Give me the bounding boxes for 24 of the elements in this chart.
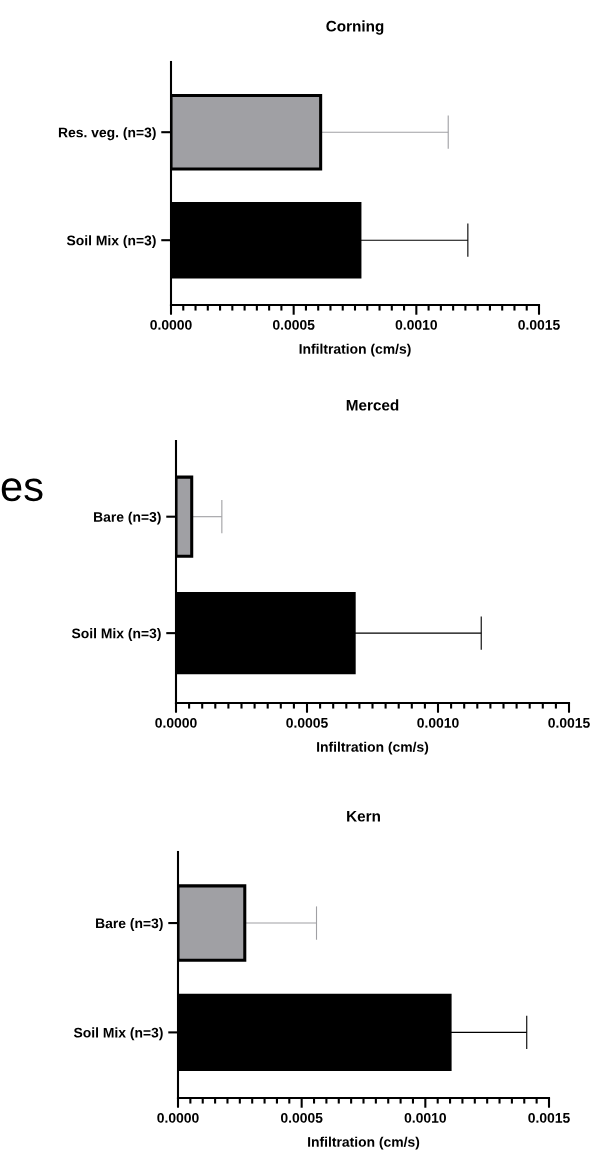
- x-tick-label: 0.0005: [286, 717, 328, 728]
- x-axis-title: Infiltration (cm/s): [299, 343, 411, 357]
- x-axis-title: Infiltration (cm/s): [308, 1136, 420, 1150]
- y-tick-label: Bare (n=3): [94, 511, 161, 525]
- x-tick-label: 0.0005: [272, 319, 315, 330]
- y-tick-label: Soil Mix (n=3): [71, 628, 161, 642]
- y-tick-label: Res. veg. (n=3): [58, 127, 156, 141]
- chart-title: Kern: [347, 810, 380, 822]
- y-tick-label: Soil Mix (n=3): [66, 235, 156, 249]
- x-tick-label: 0.0005: [280, 1112, 323, 1123]
- y-tick-label: Bare (n=3): [96, 918, 163, 931]
- x-tick-label: 0.0015: [548, 717, 590, 728]
- y-tick-label: Soil Mix (n=3): [73, 1027, 163, 1041]
- x-tick-label: 0.0010: [404, 1112, 447, 1123]
- chart-title: Merced: [346, 399, 399, 411]
- chart-title: Corning: [326, 20, 384, 35]
- x-tick-label: 0.0000: [157, 1112, 199, 1123]
- x-axis-title: Infiltration (cm/s): [317, 741, 429, 755]
- text: es: [1, 478, 43, 502]
- x-tick-label: 0.0010: [395, 319, 438, 330]
- x-tick-label: 0.0015: [518, 319, 560, 330]
- x-tick-label: 0.0000: [155, 717, 197, 728]
- x-tick-label: 0.0015: [528, 1112, 570, 1123]
- x-tick-label: 0.0010: [417, 717, 459, 728]
